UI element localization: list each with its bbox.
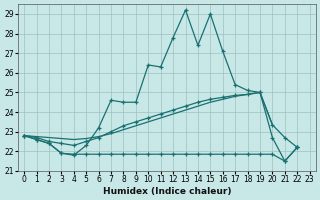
X-axis label: Humidex (Indice chaleur): Humidex (Indice chaleur) (103, 187, 231, 196)
